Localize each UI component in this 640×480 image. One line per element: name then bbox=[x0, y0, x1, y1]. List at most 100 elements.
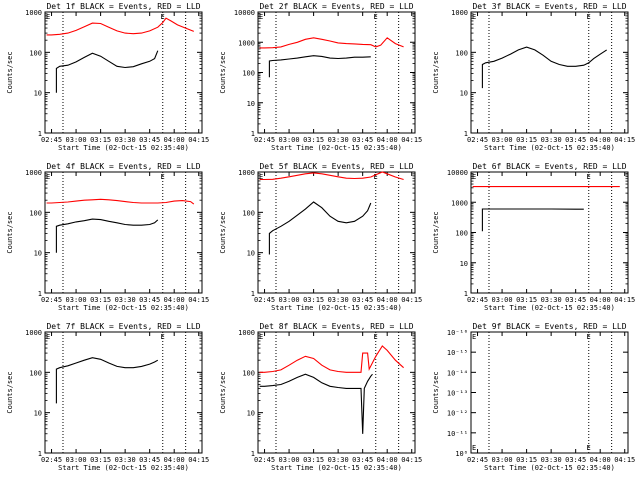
events-series-line bbox=[55, 50, 159, 93]
e-marker: E bbox=[160, 13, 164, 21]
e-marker: E bbox=[472, 13, 476, 21]
detector-panel-9: Det 9f BLACK = Events, RED = LLD 02:45 03:… bbox=[426, 320, 639, 480]
plot-frame bbox=[257, 11, 416, 134]
y-tick-label: 1 bbox=[464, 290, 468, 298]
chart-title: Det 6f BLACK = Events, RED = LLD bbox=[472, 162, 626, 171]
chart-svg: Det 8f BLACK = Events, RED = LLD 02:45 03:… bbox=[219, 322, 422, 472]
lld-series-line bbox=[46, 198, 195, 205]
y-axis-label: Counts/sec bbox=[6, 211, 14, 253]
x-tick-label: 03:00 bbox=[492, 456, 513, 464]
x-tick-label: 03:15 bbox=[90, 296, 111, 304]
x-tick-label: 04:00 bbox=[590, 456, 611, 464]
x-tick-label: 04:15 bbox=[401, 136, 422, 144]
x-tick-label: 03:15 bbox=[303, 136, 324, 144]
x-tick-label: 03:45 bbox=[565, 456, 586, 464]
plot-frame bbox=[44, 11, 203, 134]
x-tick-label: 04:15 bbox=[401, 296, 422, 304]
y-tick-label: 10 bbox=[247, 250, 255, 258]
x-tick-label: 03:45 bbox=[352, 296, 373, 304]
x-tick-label: 04:00 bbox=[377, 136, 398, 144]
y-tick-label: 100 bbox=[29, 209, 42, 217]
chart-title: Det 8f BLACK = Events, RED = LLD bbox=[259, 322, 413, 331]
lld-series-line bbox=[259, 171, 404, 181]
x-tick-label: 03:30 bbox=[115, 456, 136, 464]
x-tick-label: 04:15 bbox=[188, 136, 209, 144]
y-tick-label: 10000 bbox=[447, 169, 468, 177]
y-tick-label: 100 bbox=[29, 369, 42, 377]
y-tick-label: 100 bbox=[242, 369, 255, 377]
x-tick-label: 04:15 bbox=[614, 136, 635, 144]
y-tick-label: 1 bbox=[251, 450, 255, 458]
y-tick-label: 1000 bbox=[25, 9, 42, 17]
e-marker: E bbox=[373, 333, 377, 341]
e-marker: E bbox=[586, 333, 590, 341]
x-tick-label: 04:15 bbox=[614, 296, 635, 304]
x-tick-label: 03:30 bbox=[541, 296, 562, 304]
e-marker: E bbox=[586, 173, 590, 181]
y-tick-label: 10⁻¹⁶ bbox=[447, 329, 468, 337]
y-tick-label: 1000 bbox=[451, 199, 468, 207]
x-tick-label: 02:45 bbox=[254, 296, 275, 304]
x-tick-label: 03:45 bbox=[139, 296, 160, 304]
x-tick-label: 04:15 bbox=[401, 456, 422, 464]
chart-svg: Det 6f BLACK = Events, RED = LLD 02:45 03:… bbox=[432, 162, 635, 312]
plot-frame bbox=[44, 331, 203, 454]
detector-panel-4: Det 4f BLACK = Events, RED = LLD 02:45 03:… bbox=[0, 160, 213, 320]
x-axis-label: Start Time (02-Oct-15 02:35:40) bbox=[484, 144, 615, 152]
x-tick-label: 02:45 bbox=[41, 136, 62, 144]
lld-series-line bbox=[259, 37, 404, 49]
events-series-line bbox=[481, 208, 584, 232]
e-marker: E bbox=[586, 13, 590, 21]
x-tick-label: 03:45 bbox=[565, 296, 586, 304]
x-tick-label: 02:45 bbox=[254, 136, 275, 144]
x-tick-label: 03:15 bbox=[516, 296, 537, 304]
x-axis-label: Start Time (02-Oct-15 02:35:40) bbox=[484, 464, 615, 472]
y-tick-label: 10 bbox=[460, 90, 468, 98]
y-axis-label: Counts/sec bbox=[6, 371, 14, 413]
y-tick-label: 1 bbox=[38, 450, 42, 458]
chart-svg: Det 5f BLACK = Events, RED = LLD 02:45 03:… bbox=[219, 162, 422, 312]
x-tick-label: 04:00 bbox=[377, 296, 398, 304]
y-tick-label: 100 bbox=[242, 209, 255, 217]
y-tick-label: 1 bbox=[251, 290, 255, 298]
plot-frame bbox=[257, 331, 416, 454]
detector-panel-3: Det 3f BLACK = Events, RED = LLD 02:45 03:… bbox=[426, 0, 639, 160]
x-tick-label: 03:45 bbox=[352, 456, 373, 464]
detector-panel-7: Det 7f BLACK = Events, RED = LLD 02:45 03:… bbox=[0, 320, 213, 480]
chart-svg: Det 2f BLACK = Events, RED = LLD 02:45 03:… bbox=[219, 2, 422, 152]
x-axis-label: Start Time (02-Oct-15 02:35:40) bbox=[271, 144, 402, 152]
e-marker: E bbox=[46, 173, 50, 181]
y-axis-label: Counts/sec bbox=[432, 51, 440, 93]
x-tick-label: 03:45 bbox=[565, 136, 586, 144]
x-axis-label: Start Time (02-Oct-15 02:35:40) bbox=[271, 304, 402, 312]
chart-svg: Det 3f BLACK = Events, RED = LLD 02:45 03:… bbox=[432, 2, 635, 152]
y-tick-label: 1000 bbox=[25, 169, 42, 177]
y-tick-label: 10⁻¹⁴ bbox=[447, 369, 468, 377]
chart-title: Det 2f BLACK = Events, RED = LLD bbox=[259, 2, 413, 11]
x-tick-label: 03:00 bbox=[279, 296, 300, 304]
y-tick-label: 10⁰ bbox=[455, 450, 468, 458]
x-tick-label: 03:30 bbox=[115, 136, 136, 144]
detector-panel-2: Det 2f BLACK = Events, RED = LLD 02:45 03:… bbox=[213, 0, 426, 160]
x-tick-label: 03:00 bbox=[66, 456, 87, 464]
detector-panel-6: Det 6f BLACK = Events, RED = LLD 02:45 03:… bbox=[426, 160, 639, 320]
chart-title: Det 1f BLACK = Events, RED = LLD bbox=[46, 2, 200, 11]
x-tick-label: 04:00 bbox=[164, 296, 185, 304]
x-axis-label: Start Time (02-Oct-15 02:35:40) bbox=[58, 464, 189, 472]
e-marker: E bbox=[259, 333, 263, 341]
x-tick-label: 03:30 bbox=[541, 456, 562, 464]
x-tick-label: 04:15 bbox=[188, 456, 209, 464]
chart-svg: Det 4f BLACK = Events, RED = LLD 02:45 03:… bbox=[6, 162, 209, 312]
events-series-line bbox=[481, 46, 608, 89]
x-tick-label: 03:00 bbox=[279, 456, 300, 464]
x-tick-label: 03:45 bbox=[139, 456, 160, 464]
x-tick-label: 04:00 bbox=[164, 456, 185, 464]
events-series-line bbox=[55, 218, 159, 253]
x-tick-label: 03:00 bbox=[492, 296, 513, 304]
detector-panel-8: Det 8f BLACK = Events, RED = LLD 02:45 03:… bbox=[213, 320, 426, 480]
y-tick-label: 10 bbox=[34, 410, 42, 418]
plot-frame bbox=[470, 171, 629, 294]
chart-svg: Det 1f BLACK = Events, RED = LLD 02:45 03:… bbox=[6, 2, 209, 152]
y-axis-label: Counts/sec bbox=[219, 51, 227, 93]
x-tick-label: 04:00 bbox=[164, 136, 185, 144]
